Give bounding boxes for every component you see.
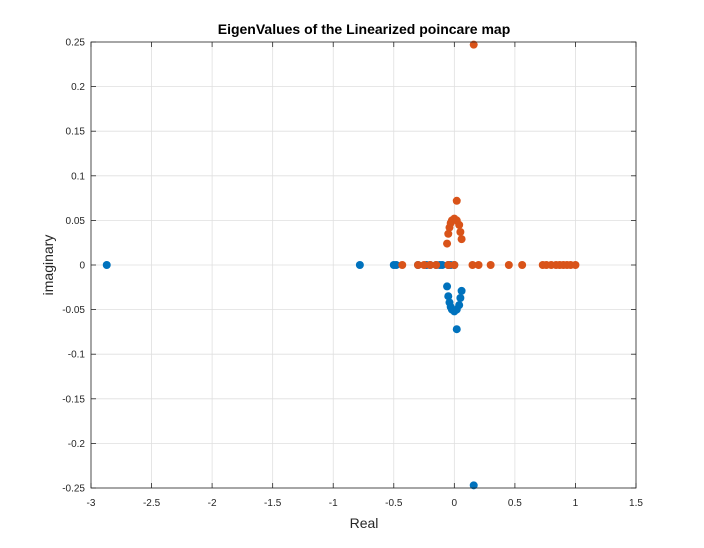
x-tick-label: -2.5 [143, 498, 161, 509]
series-2-point [469, 40, 478, 49]
x-tick-label: 0.5 [508, 498, 522, 509]
y-tick-label: 0.2 [71, 82, 85, 93]
series-2-point [444, 261, 453, 269]
series-1-point [438, 261, 447, 269]
y-tick-label: 0.25 [66, 38, 86, 49]
axis-ticks: -3 -2.5 -2 -1.5 -1 -0.5 0 0.5 1 1.5 -0.25 -0.2 -0.15… [62, 38, 643, 510]
y-tick-label: 0.1 [71, 171, 85, 182]
y-tick-label: -0.1 [68, 350, 86, 361]
x-axis-label: Real [350, 515, 379, 531]
series-2-point [571, 261, 580, 269]
series-2-point [504, 261, 513, 269]
series-1-point [455, 301, 464, 310]
x-tick-label: -1 [329, 498, 338, 509]
x-tick-label: -2 [208, 498, 217, 509]
series-2-point [452, 196, 461, 205]
series-2-point [420, 261, 429, 269]
series-2-point [456, 227, 465, 236]
series-1-point [355, 261, 364, 269]
series-2-point [486, 261, 495, 269]
series-2-point [414, 261, 422, 269]
x-tick-label: 1 [573, 498, 579, 509]
x-tick-label: -3 [87, 498, 96, 509]
series-1-point [443, 282, 452, 291]
y-tick-label: -0.05 [62, 305, 85, 316]
series-1-point [392, 261, 401, 269]
y-tick-label: 0.05 [66, 216, 86, 227]
x-tick-label: -0.5 [385, 498, 403, 509]
y-tick-label: -0.25 [62, 484, 85, 495]
series-2-point [450, 261, 459, 269]
data-points [102, 40, 580, 490]
series-2-point [432, 261, 441, 269]
series-2-point [468, 261, 477, 269]
series-2-point [443, 239, 452, 248]
series-1-point [469, 481, 478, 490]
x-tick-label: 1.5 [629, 498, 643, 509]
series-1-point [456, 294, 465, 303]
series-2-point [455, 220, 464, 229]
series-1-point [457, 286, 466, 295]
series-2-point [444, 229, 453, 238]
series-2-point [398, 261, 407, 269]
series-1-point [444, 292, 453, 301]
y-tick-label: -0.15 [62, 394, 85, 405]
series-2-point [474, 261, 483, 269]
series-2-point [518, 261, 527, 269]
chart-title: EigenValues of the Linearized poincare m… [218, 21, 511, 37]
series-2-point [457, 235, 466, 244]
y-tick-label: 0 [79, 261, 85, 272]
series-1-point [452, 325, 461, 334]
x-tick-label: 0 [452, 498, 458, 509]
series-2-point [426, 261, 435, 269]
y-tick-label: 0.15 [66, 127, 86, 138]
series-1-point [102, 261, 111, 269]
x-tick-label: -1.5 [264, 498, 282, 509]
y-axis-label: imaginary [40, 235, 56, 296]
y-tick-label: -0.2 [68, 439, 86, 450]
